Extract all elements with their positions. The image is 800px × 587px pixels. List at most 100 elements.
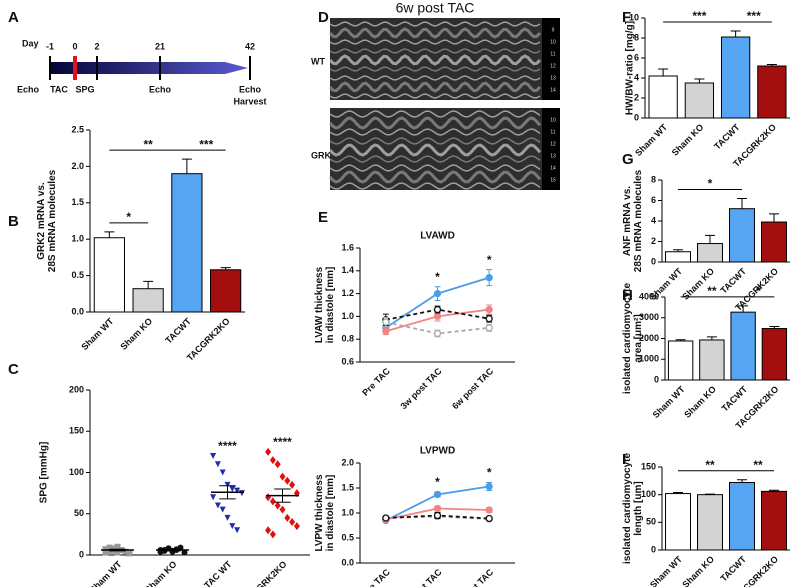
significance-label: ** <box>707 284 717 298</box>
y-tick-label: 0 <box>79 549 84 559</box>
echo-texture <box>328 81 542 93</box>
error-bar <box>143 280 154 289</box>
data-point <box>234 527 241 534</box>
data-point <box>382 318 390 326</box>
bar <box>667 340 694 381</box>
y-axis-label: 28S mRNA molecules <box>47 169 58 272</box>
scale-label: 12 <box>550 63 556 69</box>
data-point <box>485 506 493 514</box>
error-bar <box>730 30 741 37</box>
data-point <box>229 523 236 530</box>
echo-texture <box>329 155 541 163</box>
data-point <box>210 494 217 501</box>
y-axis-label: in diastole [mm] <box>325 267 336 344</box>
event-label: TAC <box>50 84 68 94</box>
data-point <box>433 504 442 513</box>
scale-label: 14 <box>550 87 556 93</box>
event-label: Echo <box>239 84 262 94</box>
echo-texture <box>328 116 542 130</box>
echo-texture <box>329 75 541 81</box>
significance-label: ** <box>753 458 763 472</box>
y-tick-label: 1.0 <box>341 507 354 517</box>
significance-label: * <box>708 177 713 191</box>
data-point <box>289 480 296 489</box>
y-tick-label: 0 <box>651 256 656 266</box>
error-bar <box>705 234 715 244</box>
significance-label: * <box>487 466 492 480</box>
y-tick-label: 1000 <box>639 354 659 364</box>
data-point <box>102 549 109 556</box>
y-tick-label: 100 <box>69 467 84 477</box>
y-tick-label: 4 <box>651 215 656 225</box>
y-tick-label: 0 <box>651 544 656 554</box>
y-tick-label: 8 <box>651 174 656 184</box>
echo-texture <box>328 27 542 39</box>
y-tick-label: 50 <box>646 517 656 527</box>
y-axis-label: isolated cardiomyocyte <box>622 282 633 394</box>
y-tick-label: 1.0 <box>71 234 84 244</box>
data-point <box>485 482 493 491</box>
echo-texture <box>329 66 541 72</box>
bar <box>665 493 691 551</box>
significance-label: *** <box>747 9 761 23</box>
y-axis-label: GRK2 mRNA vs. <box>36 182 47 260</box>
y-tick-label: 2.5 <box>71 124 84 134</box>
y-axis-label: ANF mRNA vs. <box>622 186 633 256</box>
echo-texture <box>329 39 541 45</box>
y-tick-label: 100 <box>641 489 656 499</box>
echo-scale <box>542 108 560 190</box>
y-tick-label: 0.0 <box>341 557 354 567</box>
error-bar <box>737 197 747 209</box>
data-point <box>433 312 442 321</box>
scale-label: 10 <box>550 117 556 123</box>
data-point <box>289 518 296 526</box>
data-point <box>229 486 236 492</box>
event-label: SPG <box>75 84 94 94</box>
scale-label: 11 <box>550 51 555 57</box>
bar <box>210 269 242 313</box>
echo-texture <box>329 93 541 99</box>
y-tick-label: 200 <box>69 384 84 394</box>
y-tick-label: 6 <box>634 52 639 62</box>
data-point <box>114 549 121 556</box>
panel-letter: A <box>8 9 19 26</box>
bar <box>132 288 164 313</box>
sem-whisker <box>109 548 126 552</box>
scale-label: 9 <box>552 27 555 33</box>
y-tick-label: 6 <box>651 195 656 205</box>
scale-label: 10 <box>550 39 556 45</box>
bar <box>729 481 755 551</box>
event-label: Harvest <box>233 96 266 106</box>
scale-label: 12 <box>550 141 556 147</box>
y-tick-label: 150 <box>641 461 656 471</box>
significance-label: ** <box>705 458 715 472</box>
data-point <box>224 481 231 488</box>
echo-texture <box>328 54 542 66</box>
scale-label: 13 <box>550 153 556 159</box>
scale-label: 13 <box>550 75 556 81</box>
echo-image <box>330 108 542 190</box>
y-tick-label: 0.6 <box>341 356 354 366</box>
significance-label: **** <box>218 439 237 453</box>
data-point <box>269 497 276 506</box>
y-axis-label: area [um²] <box>633 314 644 362</box>
y-tick-label: 0 <box>634 112 639 122</box>
data-point <box>485 305 493 314</box>
bar <box>684 82 715 119</box>
significance-label: * <box>126 210 131 224</box>
y-tick-label: 0.0 <box>71 306 84 316</box>
scale-label: 14 <box>550 165 556 171</box>
y-tick-label: 4 <box>634 72 639 82</box>
echo-texture <box>329 110 541 118</box>
y-axis-label: in diastole [mm] <box>325 475 336 552</box>
data-point <box>485 315 493 323</box>
echo-texture <box>329 21 541 27</box>
timeline-bar <box>50 62 248 74</box>
data-point <box>284 476 291 485</box>
significance-label: *** <box>199 137 213 151</box>
panel-letter: D <box>318 9 329 26</box>
panel-letter: I <box>622 451 626 468</box>
echo-title: 6w post TAC <box>396 0 475 16</box>
y-axis-label: LVAW thickness <box>314 266 325 343</box>
data-point <box>269 530 276 539</box>
